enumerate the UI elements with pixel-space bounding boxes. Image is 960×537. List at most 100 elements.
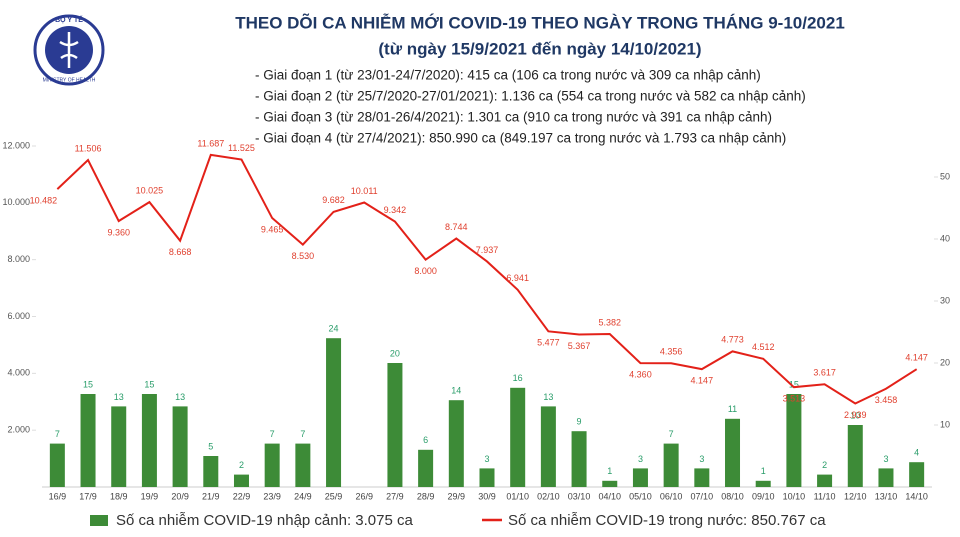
bar [909,462,925,487]
x-tick-label: 27/9 [386,491,404,501]
bar-label: 7 [270,429,275,439]
bar-label: 3 [484,454,489,464]
bar [725,418,741,487]
line-label: 8.530 [292,251,315,261]
x-tick-label: 13/10 [875,491,898,501]
x-tick-label: 06/10 [660,491,683,501]
line-label: 10.025 [136,185,164,195]
bar-label: 13 [175,392,185,402]
y-tick-label: 4.000 [7,368,30,378]
bar [878,468,894,487]
bar [632,468,648,487]
bar [755,480,771,487]
x-tick-label: 01/10 [506,491,529,501]
x-tick-label: 14/10 [905,491,928,501]
bar-label: 3 [638,454,643,464]
annotation: - Giai đoạn 3 (từ 28/01-26/4/2021): 1.30… [255,110,772,125]
bar-label: 11 [728,404,737,414]
bar-label: 15 [144,379,154,389]
x-tick-label: 08/10 [721,491,744,501]
y-tick-label: 6.000 [7,311,30,321]
x-tick-label: 26/9 [355,491,373,501]
y-tick-label: 12.000 [2,140,30,150]
bar-label: 16 [513,373,523,383]
y-tick-label: 2.000 [7,425,30,435]
annotation: - Giai đoạn 4 (từ 27/4/2021): 850.990 ca… [255,131,786,146]
line-label: 11.525 [228,143,255,153]
bar-label: 5 [208,441,213,451]
x-tick-label: 21/9 [202,491,220,501]
y2-tick-label: 20 [940,357,950,367]
y-tick-label: 10.000 [2,197,30,207]
bar [418,449,434,487]
bar [510,387,526,487]
bar-label: 2 [822,460,827,470]
line-label: 8.668 [169,247,192,257]
line-label: 4.356 [660,347,683,357]
line-label: 3.617 [813,368,836,378]
bar [80,394,96,487]
line-label: 8.744 [445,222,468,232]
bar-label: 7 [300,429,305,439]
bar-label: 1 [761,466,766,476]
x-tick-label: 07/10 [691,491,714,501]
x-tick-label: 30/9 [478,491,496,501]
bar [540,406,556,487]
x-tick-label: 12/10 [844,491,867,501]
bar [49,443,65,487]
bar [448,400,464,487]
bar-label: 15 [789,379,799,389]
logo-emblem [59,32,79,68]
legend-label: Số ca nhiễm COVID-19 trong nước: 850.767… [508,512,826,529]
y2-tick-label: 40 [940,233,950,243]
x-tick-label: 23/9 [263,491,281,501]
bar-label: 13 [114,392,124,402]
bar [141,394,157,487]
line [56,153,918,405]
line-label: 9.682 [322,195,345,205]
bar [387,363,403,487]
line-label: 8.000 [414,266,437,276]
bar-label: 9 [577,417,582,427]
chart-title: THEO DÕI CA NHIỄM MỚI COVID-19 THEO NGÀY… [235,12,845,32]
line-label: 4.147 [905,353,928,363]
bar-label: 4 [914,448,919,458]
y2-tick-label: 50 [940,171,950,181]
x-tick-label: 05/10 [629,491,652,501]
bar-label: 7 [55,429,60,439]
bar [694,468,710,487]
line-label: 7.937 [476,245,499,255]
bar [479,468,495,487]
x-tick-label: 03/10 [568,491,591,501]
bar-label: 1 [607,466,612,476]
bar [326,338,342,487]
bar-label: 24 [329,324,339,334]
bar-label: 13 [543,392,553,402]
bar [233,474,249,487]
line-label: 4.360 [629,369,652,379]
x-tick-label: 29/9 [448,491,466,501]
bar-label: 10 [850,410,860,420]
line-label: 11.687 [197,138,224,148]
line-label: 3.458 [875,395,898,405]
line-label: 2.939 [844,410,867,420]
line-label: 4.512 [752,342,775,352]
x-tick-label: 22/9 [233,491,251,501]
line-label: 9.342 [384,205,407,215]
bar-label: 3 [699,454,704,464]
bar-label: 15 [83,379,93,389]
x-tick-label: 02/10 [537,491,560,501]
line-label: 5.367 [568,341,591,351]
x-tick-label: 17/9 [79,491,97,501]
bar [295,443,311,487]
y2-tick-label: 30 [940,295,950,305]
line-label: 10.482 [30,196,58,206]
bar [817,474,833,487]
y2-tick-label: 10 [940,419,950,429]
x-tick-label: 20/9 [171,491,189,501]
x-tick-label: 16/9 [49,491,67,501]
x-tick-label: 25/9 [325,491,343,501]
bar [571,431,587,487]
bar-label: 20 [390,348,400,358]
